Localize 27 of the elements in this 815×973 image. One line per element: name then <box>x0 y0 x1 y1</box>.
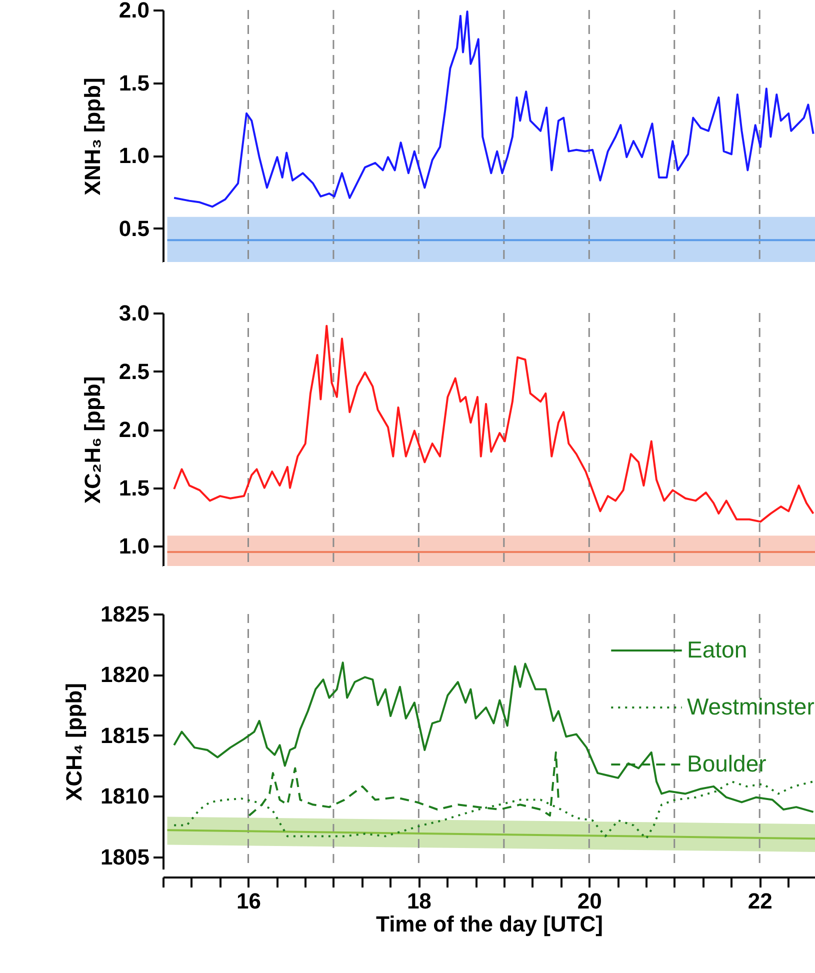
x-tick-label: 16 <box>236 888 261 914</box>
y-tick-label: 2.0 <box>118 0 150 22</box>
y-axis-title: XC₂H₆ [ppb] <box>80 376 105 504</box>
y-tick-label: 2.0 <box>118 417 150 442</box>
y-tick-label: 0.5 <box>118 216 150 241</box>
y-tick-label: 1805 <box>100 844 150 870</box>
y-tick-label: 1810 <box>100 784 150 809</box>
legend-label: Westminster <box>687 694 815 720</box>
y-tick-label: 1825 <box>100 602 150 626</box>
legend-label: Eaton <box>687 636 748 662</box>
y-tick-label: 3.0 <box>118 300 150 326</box>
x-tick-label: 22 <box>748 888 772 914</box>
y-axis-title: XNH₃ [ppb] <box>80 78 105 196</box>
y-tick-label: 1820 <box>100 662 150 688</box>
y-tick-label: 1.5 <box>118 70 150 96</box>
legend-label: Boulder <box>687 750 767 776</box>
x-axis-title: Time of the day [UTC] <box>376 912 603 936</box>
y-axis-title: XCH₄ [ppb] <box>62 682 87 802</box>
x-tick-label: 18 <box>406 888 432 914</box>
y-tick-label: 1.0 <box>118 143 150 168</box>
line-series <box>173 324 814 523</box>
y-tick-label: 1815 <box>100 722 150 748</box>
y-tick-label: 2.5 <box>118 358 150 384</box>
line-series <box>173 10 814 208</box>
x-tick-label: 20 <box>577 888 602 914</box>
y-tick-label: 1.0 <box>118 534 150 559</box>
y-tick-label: 1.5 <box>118 475 150 500</box>
